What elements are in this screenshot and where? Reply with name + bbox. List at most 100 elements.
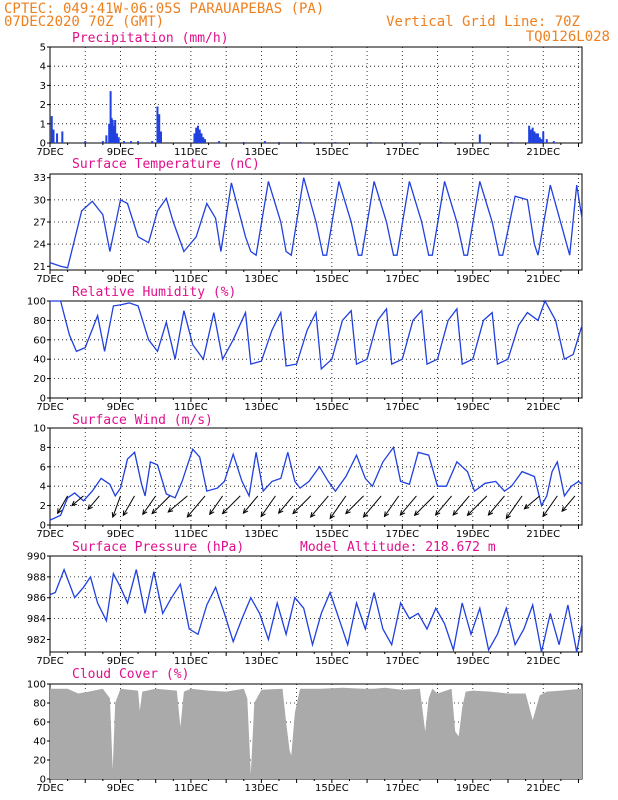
y-tick-label: 2 xyxy=(40,100,46,111)
wind-vector-head xyxy=(167,507,174,513)
x-tick-label: 21DEC xyxy=(526,656,560,667)
wind-vector xyxy=(523,495,541,510)
precip-bar xyxy=(114,119,117,143)
wind-vector-head xyxy=(209,509,215,516)
x-tick-label: 9DEC xyxy=(107,274,134,285)
wind-vector-head xyxy=(542,511,548,518)
y-tick-label: 0 xyxy=(40,139,46,150)
precip-bar xyxy=(101,141,104,143)
precip-bar xyxy=(369,142,372,143)
y-tick-label: 80 xyxy=(33,316,46,327)
y-tick-label: 100 xyxy=(27,680,46,691)
wind-vector-head xyxy=(242,508,249,515)
x-tick-label: 11DEC xyxy=(174,656,208,667)
wind-vector-shaft xyxy=(278,495,294,514)
precip-bar xyxy=(440,142,443,143)
precip-bar xyxy=(113,125,116,143)
precip-bar xyxy=(111,119,114,143)
header-location: CPTEC: 049:41W-06:05S PARAUAPEBAS (PA) xyxy=(4,1,324,17)
x-tick-label: 17DEC xyxy=(385,656,419,667)
wind-vector-shaft xyxy=(542,495,558,517)
precip-bar xyxy=(533,131,536,143)
precip-bar xyxy=(552,141,555,143)
y-tick-label: 990 xyxy=(27,552,46,563)
precip-bar xyxy=(50,116,53,143)
wind-vector-head xyxy=(221,508,228,515)
wind-vector-shaft xyxy=(329,495,347,519)
x-tick-label: 21DEC xyxy=(526,783,560,794)
y-tick-label: 27 xyxy=(33,218,46,229)
wind-vector xyxy=(71,495,84,507)
plot-frame xyxy=(49,300,583,399)
wind-vector-head xyxy=(434,510,441,516)
wind-vector-head xyxy=(57,508,63,515)
wind-vector-head xyxy=(186,511,193,518)
y-tick-label: 982 xyxy=(27,635,46,646)
precip-bar xyxy=(110,118,113,143)
y-tick-label: 0 xyxy=(40,521,46,532)
y-tick-label: 2 xyxy=(40,501,46,512)
wind-line xyxy=(49,445,583,521)
wind-vector-shaft xyxy=(222,495,241,514)
wind-vector-shaft xyxy=(384,495,400,517)
x-tick-label: 19DEC xyxy=(456,402,490,413)
x-tick-label: 9DEC xyxy=(107,783,134,794)
x-tick-label: 15DEC xyxy=(315,147,349,158)
press-line xyxy=(49,567,583,653)
x-tick-label: 15DEC xyxy=(315,783,349,794)
wind-vector-shaft xyxy=(209,495,224,515)
precip-bar xyxy=(137,141,140,143)
precip-bar xyxy=(200,133,203,143)
precip-bar xyxy=(218,141,221,143)
x-tick-label: 13DEC xyxy=(245,656,279,667)
precip-bar xyxy=(535,133,538,143)
precip-bar xyxy=(122,141,125,143)
wind-vector-shaft xyxy=(363,495,382,518)
wind-vector xyxy=(111,495,121,519)
x-tick-label: 7DEC xyxy=(36,783,63,794)
wind-vector-shaft xyxy=(71,495,84,506)
y-tick-label: 24 xyxy=(33,240,46,251)
precip-bar xyxy=(536,133,539,143)
wind-vector-shaft xyxy=(345,495,364,514)
wind-vector xyxy=(221,495,241,515)
humidity-title: Relative Humidity (%) xyxy=(72,285,236,300)
precip-bar xyxy=(334,142,337,143)
wind-vector-shaft xyxy=(260,495,276,517)
wind-vector-head xyxy=(362,511,369,518)
wind-vector-shaft xyxy=(186,495,206,518)
y-tick-label: 4 xyxy=(40,482,46,493)
x-tick-label: 17DEC xyxy=(385,402,419,413)
wind-vector xyxy=(505,495,523,520)
temperature-title: Surface Temperature (nC) xyxy=(72,157,260,172)
x-tick-label: 15DEC xyxy=(315,402,349,413)
wind-vector-head xyxy=(383,511,390,518)
x-tick-label: 17DEC xyxy=(385,147,419,158)
wind-vector-head xyxy=(277,508,284,515)
precip-bar xyxy=(195,127,198,143)
wind-vector-head xyxy=(561,506,567,513)
wind-vector xyxy=(542,495,558,518)
wind-vector xyxy=(292,495,312,515)
x-tick-label: 21DEC xyxy=(526,402,560,413)
precip-bar xyxy=(130,141,133,143)
wind-vector xyxy=(186,495,206,518)
x-tick-label: 7DEC xyxy=(36,529,63,540)
y-tick-label: 60 xyxy=(33,718,46,729)
x-tick-label: 19DEC xyxy=(456,783,490,794)
wind-vector-head xyxy=(111,512,117,519)
wind-vector-head xyxy=(399,510,406,516)
x-tick-label: 7DEC xyxy=(36,656,63,667)
x-tick-label: 11DEC xyxy=(174,402,208,413)
precip-bar xyxy=(478,134,481,143)
x-tick-label: 15DEC xyxy=(315,274,349,285)
wind-vector-head xyxy=(122,510,128,517)
x-tick-label: 11DEC xyxy=(174,783,208,794)
wind-vector xyxy=(399,495,417,516)
x-tick-label: 11DEC xyxy=(174,274,208,285)
precip-bar xyxy=(545,139,548,143)
wind-vector-head xyxy=(260,511,266,518)
humidity-panel: Relative Humidity (%) 0 20 40 60 80 100 7DEC 9D… xyxy=(27,285,583,413)
precip-bar xyxy=(404,142,407,143)
